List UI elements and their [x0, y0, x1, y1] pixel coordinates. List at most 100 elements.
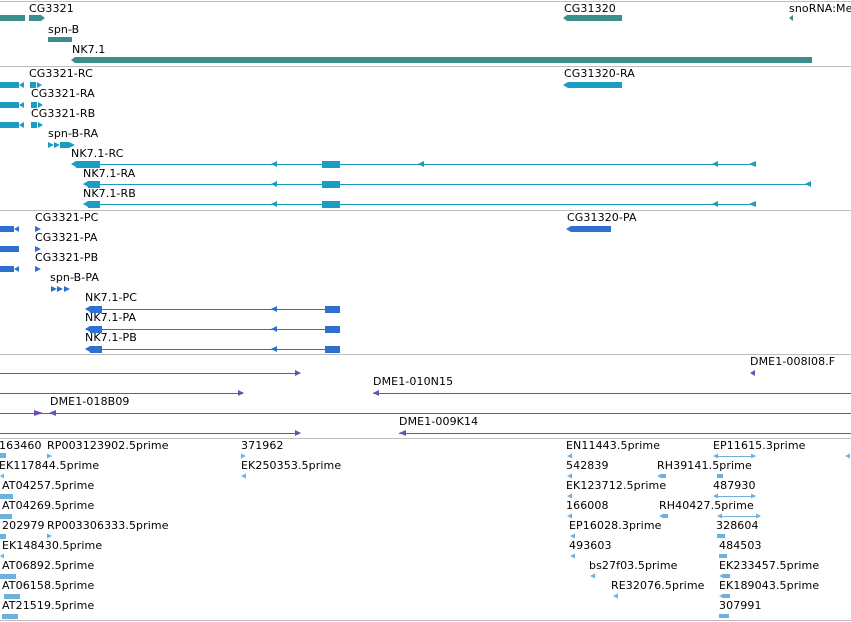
cds-arrow[interactable]: [271, 306, 277, 312]
protein-label[interactable]: NK7.1-PA: [85, 311, 137, 324]
est-label[interactable]: EK250353.5prime: [241, 459, 342, 472]
est-label[interactable]: RP003123902.5prime: [47, 439, 169, 452]
gene-glyph[interactable]: [75, 57, 812, 63]
cds[interactable]: [0, 246, 19, 252]
exon-arrow[interactable]: [749, 161, 756, 167]
exon[interactable]: [31, 122, 37, 128]
est-arrow[interactable]: [590, 573, 595, 579]
cds-arrow[interactable]: [85, 326, 90, 332]
clone-arrow[interactable]: [238, 390, 244, 396]
exon-arrow[interactable]: [38, 122, 43, 128]
gene-glyph[interactable]: [29, 15, 41, 21]
est-label[interactable]: 307991: [719, 599, 762, 612]
cds-arrow[interactable]: [271, 326, 277, 332]
est-label[interactable]: AT04257.5prime: [2, 479, 95, 492]
est-label[interactable]: AT04269.5prime: [2, 499, 95, 512]
cds-arrow[interactable]: [35, 226, 41, 232]
est-arrow[interactable]: [0, 553, 4, 559]
gene-label[interactable]: CG3321: [29, 2, 74, 15]
est-label[interactable]: RH40427.5prime: [659, 499, 754, 512]
cds-arrow[interactable]: [64, 286, 70, 292]
cds-arrow[interactable]: [14, 226, 19, 232]
cds-arrow[interactable]: [51, 286, 57, 292]
gene-label[interactable]: NK7.1: [72, 43, 106, 56]
exon-arrow[interactable]: [69, 142, 75, 148]
est-arrow[interactable]: [241, 473, 246, 479]
est-label[interactable]: bs27f03.5prime: [589, 559, 678, 572]
est-arrow[interactable]: [241, 453, 246, 459]
cds-arrow[interactable]: [57, 286, 63, 292]
exon[interactable]: [30, 82, 36, 88]
gene-glyph[interactable]: [0, 15, 25, 21]
exon-arrow[interactable]: [19, 82, 24, 88]
clone-arrow[interactable]: [34, 410, 43, 416]
exon-arrow[interactable]: [83, 181, 88, 187]
cds-arrow[interactable]: [35, 246, 41, 252]
est-label[interactable]: EK123712.5prime: [566, 479, 667, 492]
est-label[interactable]: EP16028.3prime: [569, 519, 662, 532]
est-glyph[interactable]: [0, 574, 16, 579]
clone-arrow[interactable]: [373, 390, 379, 396]
est-label[interactable]: 542839: [566, 459, 609, 472]
gene-label[interactable]: CG31320: [564, 2, 616, 15]
est-label[interactable]: AT06892.5prime: [2, 559, 95, 572]
est-label[interactable]: EN11443.5prime: [566, 439, 661, 452]
exon-arrow[interactable]: [19, 102, 24, 108]
protein-label[interactable]: CG3321-PC: [35, 211, 99, 224]
est-glyph[interactable]: [719, 614, 729, 618]
transcript-label[interactable]: spn-B-RA: [48, 127, 99, 140]
exon-arrow[interactable]: [48, 142, 54, 148]
transcript-label[interactable]: CG3321-RA: [31, 87, 95, 100]
transcript-label[interactable]: NK7.1-RC: [71, 147, 124, 160]
exon-arrow[interactable]: [418, 161, 424, 167]
est-label[interactable]: RH39141.5prime: [657, 459, 752, 472]
exon[interactable]: [322, 181, 340, 188]
exon[interactable]: [76, 161, 100, 168]
est-label[interactable]: AT21519.5prime: [2, 599, 95, 612]
est-label[interactable]: 371962: [241, 439, 284, 452]
exon-arrow[interactable]: [271, 201, 277, 207]
est-glyph[interactable]: [0, 514, 12, 519]
gene-label[interactable]: snoRNA:Me: [789, 2, 851, 15]
est-label[interactable]: 166008: [566, 499, 609, 512]
exon-arrow[interactable]: [712, 201, 718, 207]
est-arrow[interactable]: [613, 593, 618, 599]
gene-arrow[interactable]: [41, 15, 45, 21]
est-arrow[interactable]: [657, 473, 662, 479]
est-label[interactable]: EK117844.5prime: [0, 459, 100, 472]
clone-label[interactable]: DME1-010N15: [373, 375, 454, 388]
exon[interactable]: [60, 142, 69, 148]
est-arrow[interactable]: [756, 513, 761, 519]
protein-label[interactable]: spn-B-PA: [50, 271, 100, 284]
est-arrow[interactable]: [47, 533, 52, 539]
exon[interactable]: [0, 82, 19, 88]
clone-label[interactable]: DME1-008I08.F: [750, 355, 836, 368]
est-arrow[interactable]: [0, 473, 4, 479]
exon-arrow[interactable]: [38, 102, 43, 108]
exon-arrow[interactable]: [71, 161, 76, 167]
exon-arrow[interactable]: [83, 201, 88, 207]
est-glyph[interactable]: [717, 534, 725, 538]
clone-label[interactable]: DME1-018B09: [50, 395, 130, 408]
exon[interactable]: [568, 82, 622, 88]
clone-arrow[interactable]: [295, 430, 301, 436]
cds[interactable]: [0, 226, 14, 232]
exon[interactable]: [88, 201, 100, 208]
est-arrow[interactable]: [47, 453, 52, 459]
clone-arrow[interactable]: [295, 370, 301, 376]
exon-arrow[interactable]: [271, 181, 277, 187]
cds[interactable]: [0, 266, 14, 272]
est-arrow[interactable]: [751, 453, 756, 459]
exon-arrow[interactable]: [19, 122, 24, 128]
est-label[interactable]: 202979: [2, 519, 45, 532]
est-arrow[interactable]: [845, 453, 850, 459]
gene-label[interactable]: spn-B: [48, 23, 80, 36]
est-arrow[interactable]: [570, 533, 575, 539]
exon[interactable]: [322, 161, 340, 168]
protein-label[interactable]: NK7.1-PC: [85, 291, 138, 304]
gene-arrow[interactable]: [71, 57, 75, 63]
est-arrow[interactable]: [751, 493, 756, 499]
est-glyph[interactable]: [717, 474, 723, 478]
est-arrow[interactable]: [567, 493, 572, 499]
est-glyph[interactable]: [0, 534, 6, 539]
